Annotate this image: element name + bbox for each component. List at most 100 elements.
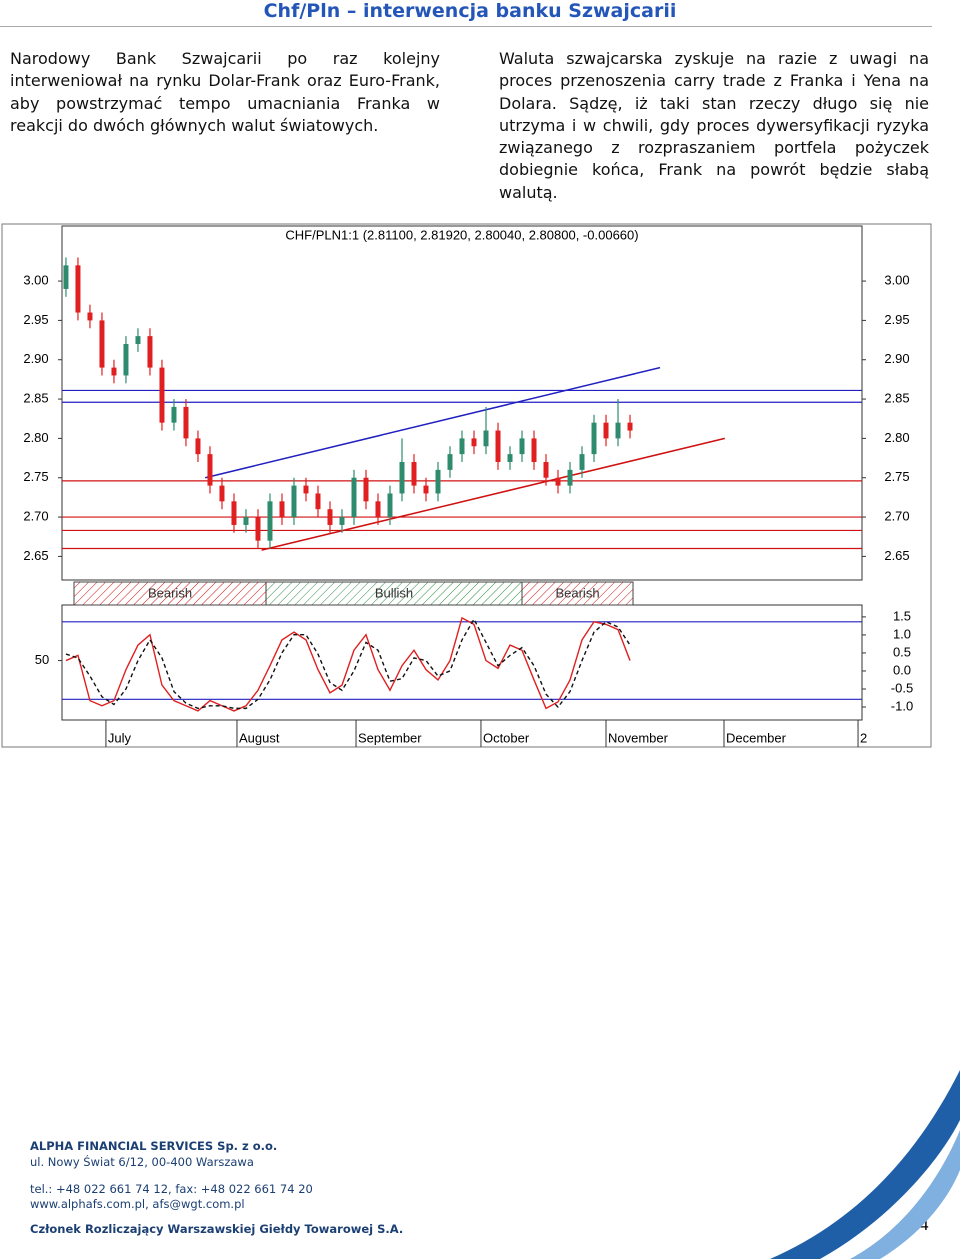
y-tick-label: 3.00 bbox=[23, 273, 48, 288]
chart-title: CHF/PLN1:1 (2.81100, 2.81920, 2.80040, 2… bbox=[285, 227, 638, 242]
oscillator-line bbox=[65, 617, 631, 710]
candle-body bbox=[411, 462, 417, 486]
y-tick-label: 2.90 bbox=[23, 351, 48, 366]
oscillator-panel bbox=[61, 604, 863, 721]
candle-body bbox=[351, 477, 357, 518]
candle-body bbox=[375, 501, 381, 518]
candle-body bbox=[99, 320, 105, 368]
y-tick-label: 2.85 bbox=[884, 391, 909, 406]
y2-tick-label: -0.5 bbox=[891, 680, 913, 695]
candle-body bbox=[519, 438, 525, 455]
candle-body bbox=[75, 265, 81, 313]
y-tick-label: 2.70 bbox=[23, 509, 48, 524]
candle-body bbox=[387, 493, 393, 518]
x-tick-label: December bbox=[726, 730, 787, 745]
zone-label: Bearish bbox=[555, 585, 599, 600]
candle-body bbox=[159, 367, 165, 423]
address: ul. Nowy Świat 6/12, 00-400 Warszawa bbox=[30, 1155, 254, 1169]
zone-label: Bullish bbox=[375, 585, 413, 600]
candle-body bbox=[495, 430, 501, 462]
candle-body bbox=[471, 438, 477, 447]
candle-body bbox=[363, 477, 369, 502]
candle-body bbox=[435, 469, 441, 494]
price-panel bbox=[61, 225, 863, 581]
candle-body bbox=[183, 406, 189, 439]
candle-body bbox=[219, 485, 225, 502]
candle-body bbox=[459, 438, 465, 455]
text-column: Narodowy Bank Szwajcarii po raz kolejny … bbox=[10, 49, 440, 135]
chart: CHF/PLN1:1 (2.81100, 2.81920, 2.80040, 2… bbox=[1, 223, 932, 748]
y2-tick-label: 0.5 bbox=[893, 644, 911, 659]
candle-body bbox=[111, 367, 117, 376]
page-title: Chf/Pln – interwencja banku Szwajcarii bbox=[263, 0, 677, 22]
candle-body bbox=[291, 485, 297, 518]
candle-body bbox=[243, 517, 249, 525]
candle-body bbox=[135, 336, 141, 344]
y-tick-label: 2.80 bbox=[23, 430, 48, 445]
candle-body bbox=[267, 501, 273, 541]
y2-tick-label: -1.0 bbox=[891, 698, 913, 713]
candle-body bbox=[255, 517, 261, 541]
trend-line bbox=[204, 366, 661, 479]
y-tick-label: 2.70 bbox=[884, 509, 909, 524]
candle-body bbox=[507, 454, 513, 462]
web: www.alphafs.com.pl, afs@wgt.com.pl bbox=[30, 1197, 245, 1211]
page-number: 14 bbox=[910, 1216, 930, 1234]
candle-body bbox=[279, 501, 285, 518]
candle-body bbox=[447, 454, 453, 470]
company: ALPHA FINANCIAL SERVICES Sp. z o.o. bbox=[30, 1139, 278, 1153]
candle-body bbox=[399, 462, 405, 494]
candle-body bbox=[231, 501, 237, 525]
y-tick-label: 2.85 bbox=[23, 391, 48, 406]
candle-body bbox=[339, 517, 345, 525]
candle-body bbox=[195, 438, 201, 455]
y-tick-label: 2.65 bbox=[23, 548, 48, 563]
swoosh bbox=[850, 1130, 960, 1259]
y-tick-label: 50 bbox=[35, 652, 49, 667]
y-tick-label: 3.00 bbox=[884, 273, 909, 288]
x-tick-label: 2 bbox=[860, 730, 867, 745]
title-rule bbox=[0, 26, 932, 27]
y2-tick-label: 1.0 bbox=[893, 626, 911, 641]
y-tick-label: 2.80 bbox=[884, 430, 909, 445]
candle-body bbox=[579, 454, 585, 470]
phone: tel.: +48 022 661 74 12, fax: +48 022 66… bbox=[30, 1182, 313, 1196]
candle-body bbox=[531, 438, 537, 462]
candle-body bbox=[87, 312, 93, 321]
candle-body bbox=[567, 469, 573, 486]
y-tick-label: 2.90 bbox=[884, 351, 909, 366]
text-column: Waluta szwajcarska zyskuje na razie z uw… bbox=[499, 49, 929, 202]
candle-body bbox=[147, 336, 153, 368]
zone bbox=[521, 581, 634, 606]
x-tick-label: November bbox=[608, 730, 669, 745]
zone-label: Bearish bbox=[148, 585, 192, 600]
candle-body bbox=[303, 485, 309, 494]
trend-line bbox=[261, 437, 726, 551]
candle-body bbox=[603, 422, 609, 439]
y-tick-label: 2.65 bbox=[884, 548, 909, 563]
y2-tick-label: 0.0 bbox=[893, 662, 911, 677]
candle-body bbox=[63, 265, 69, 289]
candle-body bbox=[483, 430, 489, 447]
candle-body bbox=[123, 344, 129, 376]
candle-body bbox=[327, 509, 333, 525]
x-tick-label: August bbox=[239, 730, 280, 745]
y-tick-label: 2.75 bbox=[23, 469, 48, 484]
candle-body bbox=[171, 406, 177, 423]
y2-tick-label: 1.5 bbox=[893, 608, 911, 623]
y-tick-label: 2.95 bbox=[23, 312, 48, 327]
x-tick-label: October bbox=[483, 730, 530, 745]
y-tick-label: 2.95 bbox=[884, 312, 909, 327]
candle-body bbox=[543, 462, 549, 478]
member: Członek Rozliczający Warszawskiej Giełdy… bbox=[30, 1222, 404, 1236]
y-tick-label: 2.75 bbox=[884, 469, 909, 484]
candle-body bbox=[627, 422, 633, 431]
swoosh bbox=[770, 1070, 960, 1259]
candle-body bbox=[315, 493, 321, 510]
x-tick-label: September bbox=[358, 730, 422, 745]
candle-body bbox=[423, 485, 429, 494]
candle-body bbox=[207, 454, 213, 486]
candle-body bbox=[555, 477, 561, 486]
oscillator-line bbox=[65, 616, 631, 712]
